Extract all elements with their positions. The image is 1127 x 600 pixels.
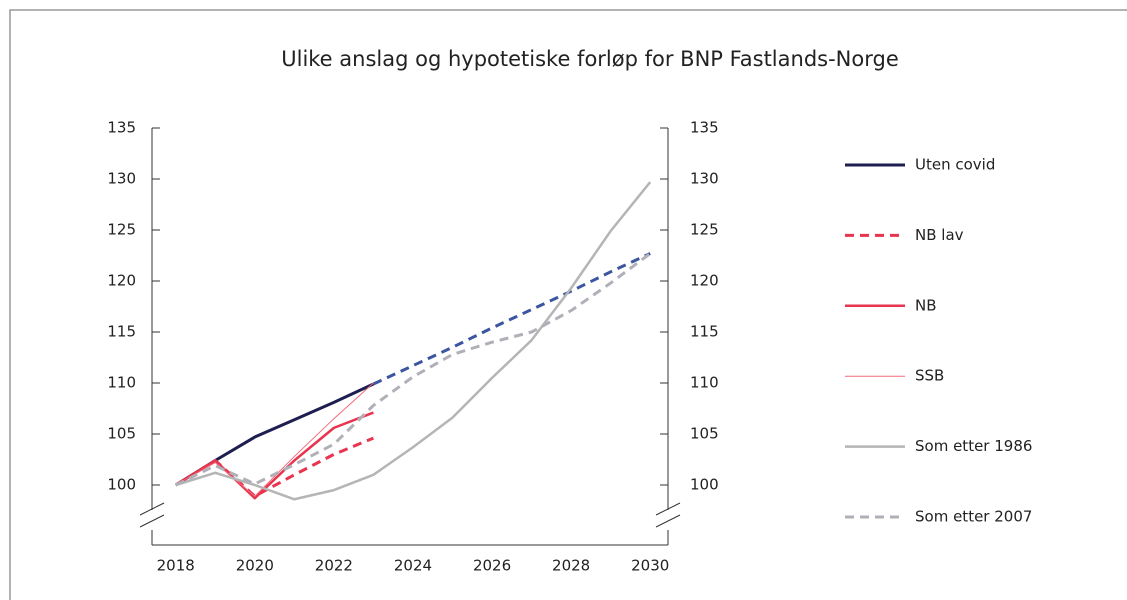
legend-label: NB lav (915, 226, 964, 244)
y2-tick-label: 135 (690, 119, 719, 137)
legend-label: Som etter 1986 (915, 437, 1032, 455)
x-tick-label: 2018 (157, 557, 195, 575)
y2-tick-label: 100 (690, 476, 719, 494)
y-tick-label: 135 (107, 119, 136, 137)
y2-tick-label: 105 (690, 425, 719, 443)
y-tick-label: 105 (107, 425, 136, 443)
series-line (175, 411, 374, 500)
x-tick-label: 2020 (236, 557, 274, 575)
y2-tick-label: 130 (690, 170, 719, 188)
x-tick-label: 2024 (394, 557, 432, 575)
legend-label: Som etter 2007 (915, 508, 1032, 526)
frame (9, 9, 1127, 600)
y-tick-label: 125 (107, 221, 136, 239)
x-tick-label: 2026 (473, 557, 511, 575)
y2-tick-label: 110 (690, 374, 719, 392)
series-line (175, 181, 652, 501)
x-tick-label: 2022 (315, 557, 353, 575)
series-line (175, 382, 374, 497)
y2-tick-label: 120 (690, 272, 719, 290)
y-tick-label: 110 (107, 374, 136, 392)
series-line (372, 252, 651, 386)
y-tick-label: 130 (107, 170, 136, 188)
y2-tick-label: 115 (690, 323, 719, 341)
x-tick-label: 2028 (552, 557, 590, 575)
legend-label: SSB (915, 367, 944, 385)
y-tick-label: 120 (107, 272, 136, 290)
chart-title: Ulike anslag og hypotetiske forløp for B… (281, 47, 899, 71)
legend-label: NB (915, 296, 937, 314)
y2-tick-label: 125 (690, 221, 719, 239)
series-line (175, 252, 652, 487)
y-tick-label: 115 (107, 323, 136, 341)
axes (139, 128, 681, 546)
y-tick-label: 100 (107, 476, 136, 494)
x-tick-label: 2030 (631, 557, 669, 575)
legend-label: Uten covid (915, 156, 995, 174)
